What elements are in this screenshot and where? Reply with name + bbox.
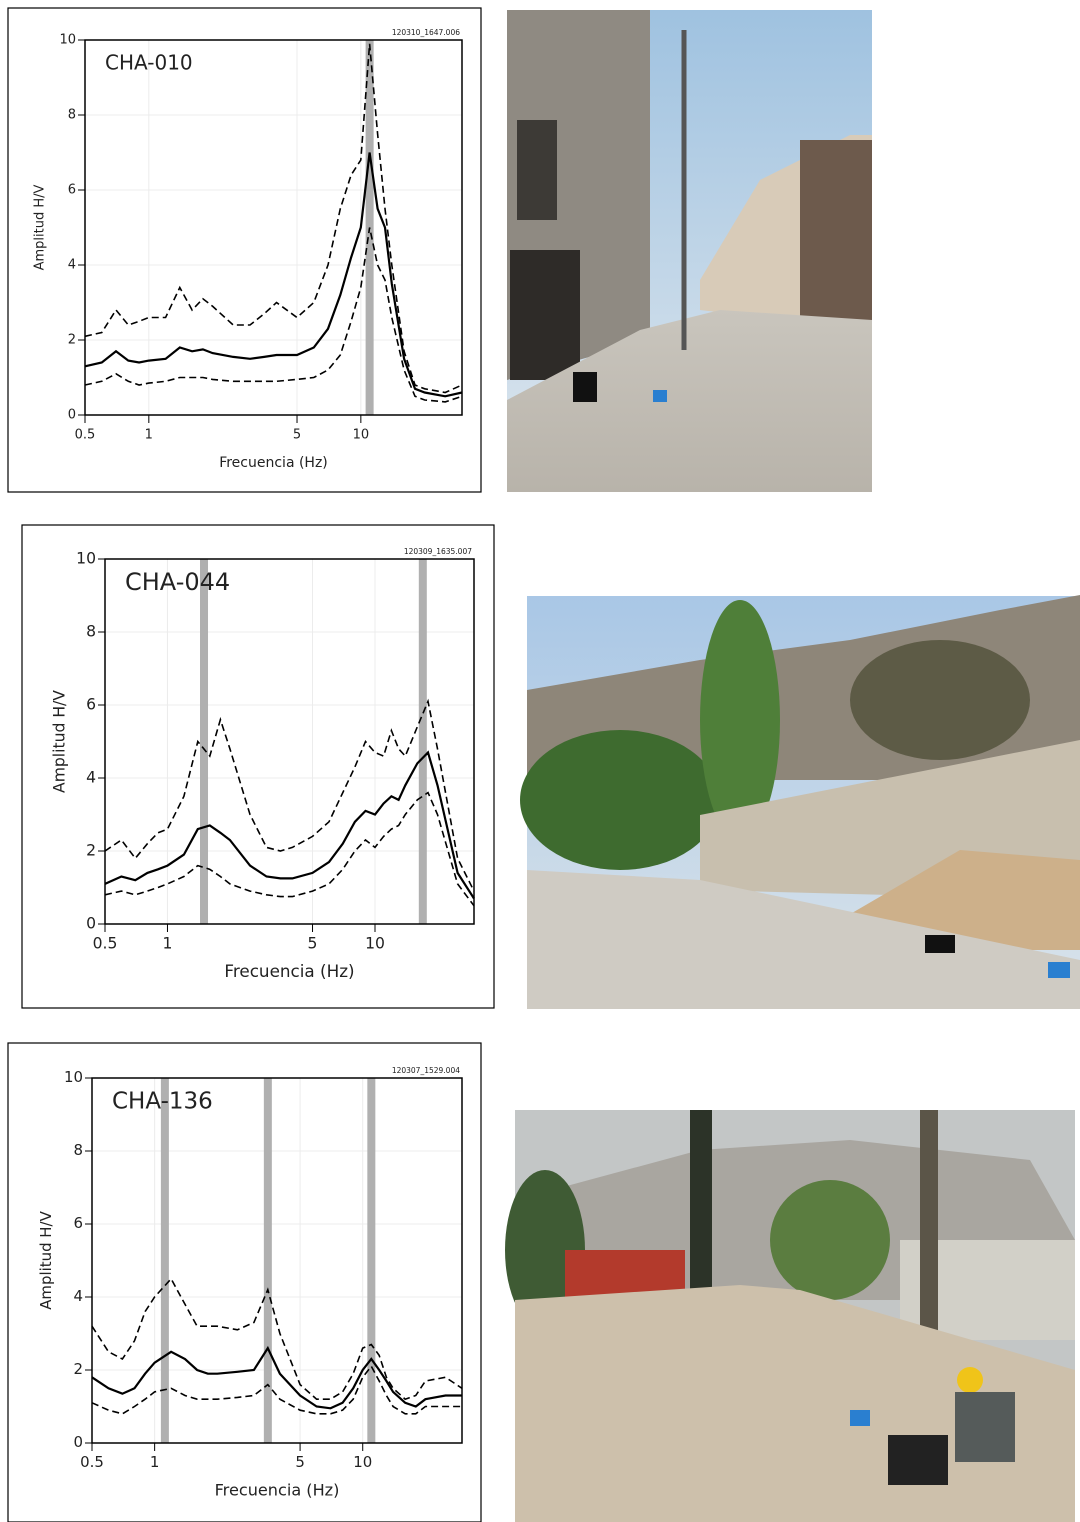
hv-curve xyxy=(104,750,475,900)
peak-band xyxy=(263,1078,272,1443)
photo-wall xyxy=(520,595,1080,1009)
y-tick-label: 8 xyxy=(68,108,76,123)
peak-band xyxy=(160,1078,169,1443)
plot-area xyxy=(85,40,462,415)
hv-curve xyxy=(91,1364,462,1415)
y-tick-label: 6 xyxy=(73,1214,83,1232)
plot-border xyxy=(91,1077,463,1444)
photo-road xyxy=(505,1110,1075,1522)
x-tick-label: 5 xyxy=(295,1453,305,1471)
chart: 0 2 4 6 8 10 0.5 1 5 10 CHA-136 120307_1529.004 Frec… xyxy=(7,1042,482,1522)
photo-street xyxy=(507,10,872,492)
x-tick-label: 1 xyxy=(145,428,153,443)
y-tick-label: 2 xyxy=(86,842,96,860)
y-tick-label: 0 xyxy=(86,915,96,933)
y-tick-label: 2 xyxy=(73,1360,83,1378)
chart-title: CHA-044 xyxy=(125,568,230,596)
y-axis-label: Amplitud H/V xyxy=(51,690,69,793)
y-tick-label: 10 xyxy=(64,1068,83,1086)
chart: 0 2 4 6 8 10 0.5 1 5 10 CHA-010 120310_1647.006 Frec… xyxy=(7,7,482,493)
x-tick-label: 10 xyxy=(353,1453,372,1471)
peak-band xyxy=(367,1078,376,1443)
hv-curve xyxy=(84,152,463,398)
record-id: 120307_1529.004 xyxy=(392,1066,460,1075)
plot-border xyxy=(104,558,475,925)
y-tick-label: 8 xyxy=(86,623,96,641)
y-tick-label: 6 xyxy=(68,183,76,198)
hv-curve xyxy=(104,698,475,892)
plot-area xyxy=(92,1078,462,1443)
y-tick-label: 10 xyxy=(59,33,76,48)
x-tick-label: 5 xyxy=(293,428,301,443)
y-tick-label: 0 xyxy=(68,408,76,423)
x-tick-label: 1 xyxy=(150,1453,160,1471)
y-tick-label: 8 xyxy=(73,1141,83,1159)
hv-curve xyxy=(84,227,463,403)
y-axis-label: Amplitud H/V xyxy=(37,1210,55,1309)
hv-curve xyxy=(84,43,463,394)
y-tick-label: 0 xyxy=(73,1433,83,1451)
chart-title: CHA-010 xyxy=(105,51,193,75)
y-tick-label: 2 xyxy=(68,333,76,348)
x-axis-label: Frecuencia (Hz) xyxy=(224,961,354,981)
x-tick-label: 0.5 xyxy=(93,935,118,953)
chart: 0 2 4 6 8 10 0.5 1 5 10 CHA-044 120309_1635.007 Frec… xyxy=(21,524,495,1009)
record-id: 120309_1635.007 xyxy=(404,547,472,556)
x-axis-label: Frecuencia (Hz) xyxy=(219,455,328,471)
chart-title: CHA-136 xyxy=(112,1089,213,1115)
hv-curve xyxy=(104,791,475,907)
x-tick-label: 10 xyxy=(365,935,385,953)
hv-curve xyxy=(91,1345,462,1410)
y-tick-label: 6 xyxy=(86,696,96,714)
y-tick-label: 4 xyxy=(73,1287,83,1305)
peak-band xyxy=(418,559,427,924)
y-tick-label: 4 xyxy=(86,769,96,787)
x-tick-label: 1 xyxy=(163,935,173,953)
x-tick-label: 0.5 xyxy=(80,1453,104,1471)
record-id: 120310_1647.006 xyxy=(392,28,460,37)
x-tick-label: 5 xyxy=(308,935,318,953)
peak-band xyxy=(200,559,209,924)
x-axis-label: Frecuencia (Hz) xyxy=(215,1481,340,1500)
hv-curve xyxy=(91,1277,463,1401)
y-axis-label: Amplitud H/V xyxy=(33,184,48,270)
y-tick-label: 4 xyxy=(68,258,76,273)
plot-border xyxy=(84,39,463,416)
y-tick-label: 10 xyxy=(76,550,96,568)
x-tick-label: 0.5 xyxy=(75,428,96,443)
plot-area xyxy=(105,559,474,924)
x-tick-label: 10 xyxy=(353,428,370,443)
